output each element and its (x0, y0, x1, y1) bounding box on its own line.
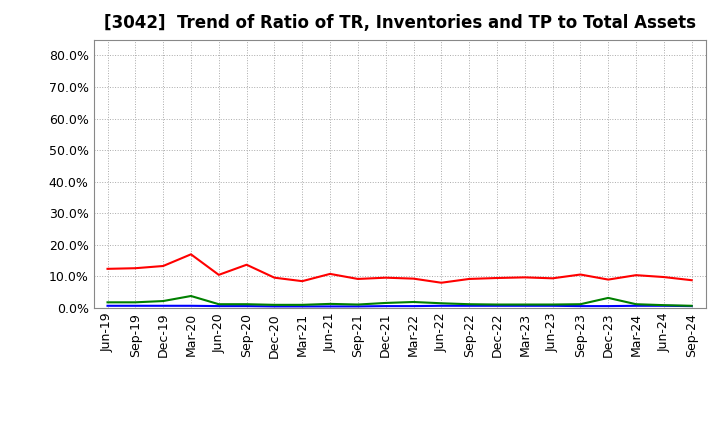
Inventories (159, 303, 168, 308)
Trade Receivables (688, 278, 696, 283)
Trade Payables (215, 301, 223, 307)
Trade Receivables (465, 276, 474, 282)
Inventories (270, 304, 279, 309)
Trade Payables (437, 301, 446, 306)
Trade Receivables (604, 277, 613, 282)
Trade Receivables (215, 272, 223, 278)
Inventories (521, 303, 529, 308)
Inventories (215, 304, 223, 309)
Trade Payables (242, 301, 251, 307)
Trade Receivables (159, 264, 168, 269)
Inventories (186, 303, 195, 308)
Inventories (492, 303, 501, 308)
Inventories (437, 303, 446, 308)
Trade Payables (688, 303, 696, 308)
Trade Payables (382, 301, 390, 306)
Trade Payables (409, 299, 418, 304)
Trade Receivables (270, 275, 279, 280)
Inventories (242, 304, 251, 309)
Inventories (576, 304, 585, 309)
Inventories (298, 304, 307, 309)
Trade Receivables (382, 275, 390, 280)
Inventories (354, 304, 362, 309)
Trade Payables (576, 301, 585, 307)
Inventories (409, 304, 418, 309)
Inventories (688, 304, 696, 309)
Inventories (549, 303, 557, 308)
Trade Receivables (354, 276, 362, 282)
Trade Receivables (409, 276, 418, 281)
Trade Payables (298, 302, 307, 308)
Trade Payables (270, 302, 279, 308)
Trade Payables (465, 301, 474, 307)
Trade Receivables (576, 272, 585, 277)
Trade Payables (521, 302, 529, 307)
Trade Receivables (492, 275, 501, 281)
Trade Payables (631, 301, 640, 307)
Inventories (660, 303, 668, 308)
Trade Receivables (242, 262, 251, 268)
Line: Trade Receivables: Trade Receivables (107, 254, 692, 283)
Title: [3042]  Trend of Ratio of TR, Inventories and TP to Total Assets: [3042] Trend of Ratio of TR, Inventories… (104, 15, 696, 33)
Trade Receivables (549, 276, 557, 281)
Trade Receivables (521, 275, 529, 280)
Inventories (103, 303, 112, 308)
Trade Payables (354, 302, 362, 307)
Trade Receivables (298, 279, 307, 284)
Trade Payables (492, 302, 501, 307)
Inventories (131, 303, 140, 308)
Trade Receivables (103, 266, 112, 271)
Trade Payables (103, 300, 112, 305)
Trade Receivables (325, 271, 334, 276)
Trade Payables (159, 298, 168, 304)
Inventories (382, 304, 390, 309)
Trade Receivables (186, 252, 195, 257)
Trade Payables (131, 300, 140, 305)
Trade Receivables (631, 272, 640, 278)
Trade Receivables (660, 275, 668, 280)
Trade Payables (660, 303, 668, 308)
Inventories (325, 304, 334, 309)
Trade Receivables (131, 266, 140, 271)
Inventories (465, 303, 474, 308)
Trade Payables (549, 302, 557, 307)
Line: Trade Payables: Trade Payables (107, 296, 692, 306)
Trade Payables (604, 295, 613, 301)
Trade Payables (325, 301, 334, 307)
Trade Payables (186, 293, 195, 299)
Trade Receivables (437, 280, 446, 286)
Inventories (631, 303, 640, 308)
Inventories (604, 304, 613, 309)
